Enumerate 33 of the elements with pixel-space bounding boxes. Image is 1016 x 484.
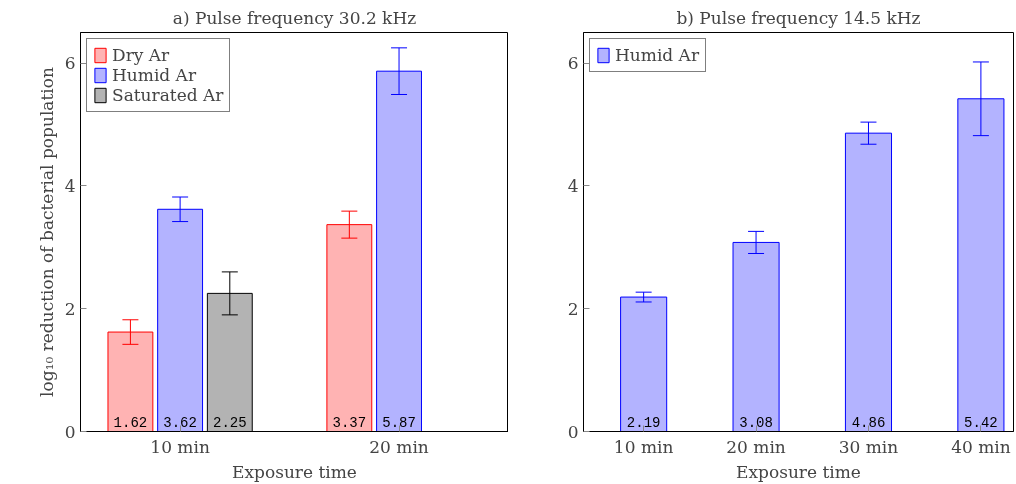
data-label: 3.37	[332, 414, 367, 431]
x-tick-label: 20 min	[369, 436, 429, 457]
legend-label: Humid Ar	[112, 65, 197, 85]
legend-label: Saturated Ar	[112, 85, 224, 105]
y-tick-label: 0	[64, 421, 76, 442]
data-label: 1.62	[113, 414, 148, 431]
chart-title: b) Pulse frequency 14.5 kHz	[676, 7, 921, 28]
data-label: 3.08	[739, 414, 773, 431]
x-tick-label: 10 min	[150, 436, 210, 457]
data-label: 4.86	[851, 414, 886, 431]
y-tick-label: 0	[567, 421, 579, 442]
x-axis-title: Exposure time	[736, 461, 861, 482]
y-tick-label: 2	[567, 298, 579, 319]
y-tick-label: 4	[64, 175, 76, 196]
data-label: 2.25	[213, 414, 247, 431]
data-label: 2.19	[626, 414, 661, 431]
x-tick-label: 40 min	[951, 436, 1011, 457]
x-axis-title: Exposure time	[232, 461, 357, 482]
x-tick-label: 20 min	[726, 436, 786, 457]
chart-title: a) Pulse frequency 30.2 kHz	[172, 7, 417, 28]
y-tick-label: 4	[567, 175, 579, 196]
data-label: 3.62	[163, 414, 197, 431]
x-tick-label: 30 min	[838, 436, 899, 457]
data-label: 5.87	[382, 414, 416, 431]
y-axis-title: log₁₀ reduction of bacterial population	[36, 67, 57, 397]
data-label: 5.42	[964, 414, 998, 431]
x-tick-label: 10 min	[613, 436, 674, 457]
y-tick-label: 2	[64, 298, 76, 319]
y-tick-label: 6	[567, 53, 579, 74]
y-tick-label: 6	[64, 53, 76, 74]
bar	[620, 296, 668, 432]
legend-label: Dry Ar	[112, 45, 170, 65]
legend-label: Humid Ar	[615, 45, 700, 65]
